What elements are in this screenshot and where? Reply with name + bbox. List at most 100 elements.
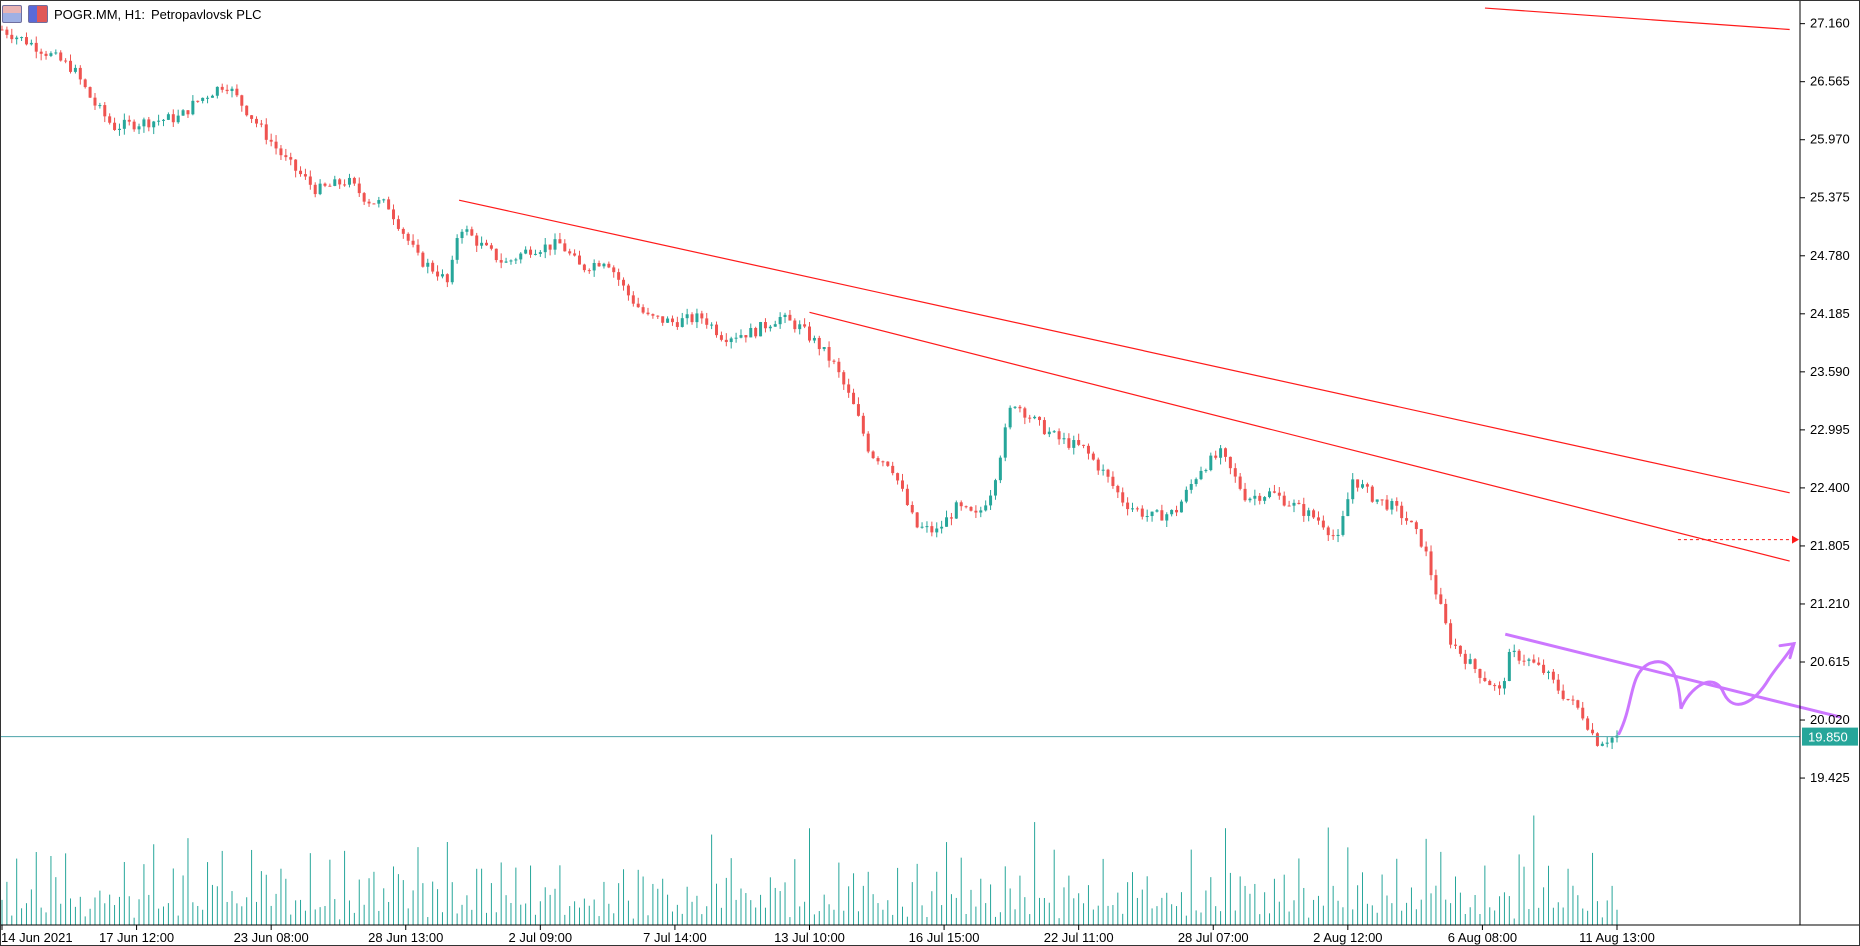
- candle-body: [24, 37, 28, 45]
- candle-body: [783, 314, 787, 318]
- candle-body: [563, 243, 567, 252]
- candle-body: [1111, 476, 1115, 486]
- candle-body: [392, 209, 396, 220]
- candle-body: [1008, 407, 1012, 428]
- candle-body: [416, 244, 420, 253]
- candle-body: [842, 372, 846, 385]
- candle-body: [993, 480, 997, 496]
- candle-body: [793, 320, 797, 330]
- candle-body: [744, 335, 748, 338]
- candle-body: [1385, 499, 1389, 510]
- candle-body: [1610, 737, 1614, 743]
- candle-body: [1047, 431, 1051, 435]
- color-scheme-icon[interactable]: [28, 5, 48, 23]
- candle-body: [1517, 650, 1521, 661]
- candle-body: [1209, 455, 1213, 471]
- candle-body: [573, 253, 577, 256]
- candle-body: [837, 361, 841, 373]
- candle-body: [83, 79, 87, 88]
- candle-body: [695, 313, 699, 323]
- candle-body: [157, 120, 161, 122]
- candle-body: [162, 119, 165, 121]
- candle-body: [445, 274, 449, 283]
- candle-body: [724, 339, 728, 343]
- candlestick-series: [0, 25, 1619, 750]
- candle-body: [788, 314, 792, 321]
- candle-body: [1375, 499, 1379, 502]
- price-tick-label: 21.805: [1810, 538, 1850, 553]
- candle-body: [1395, 501, 1399, 506]
- candle-body: [533, 253, 537, 255]
- candle-body: [582, 264, 586, 271]
- candle-body: [132, 121, 136, 130]
- candle-body: [998, 457, 1002, 481]
- price-tick-label: 19.425: [1810, 770, 1850, 785]
- candle-body: [69, 60, 73, 72]
- candle-body: [1233, 468, 1237, 477]
- descending-resistance-purple: [1504, 632, 1841, 719]
- candle-body: [1307, 510, 1311, 516]
- candle-body: [455, 238, 459, 260]
- candle-body: [460, 231, 464, 239]
- candle-body: [729, 338, 733, 343]
- time-tick-label: 6 Aug 08:00: [1448, 930, 1517, 945]
- candle-body: [1390, 501, 1394, 510]
- candle-body: [1184, 489, 1188, 502]
- candle-body: [147, 119, 151, 128]
- candle-body: [313, 184, 317, 195]
- hand-drawn-forecast: [1617, 641, 1797, 736]
- candle-body: [1537, 662, 1541, 665]
- forecast-arrow-head: [1778, 641, 1797, 660]
- chart-window-icon[interactable]: [2, 5, 22, 23]
- price-tick-label: 26.565: [1810, 74, 1850, 89]
- candle-body: [861, 415, 865, 434]
- candle-body: [529, 249, 533, 255]
- candle-body: [1600, 743, 1604, 746]
- candle-body: [930, 526, 934, 533]
- candle-body: [489, 245, 493, 249]
- candle-body: [1077, 440, 1081, 445]
- candle-body: [710, 324, 714, 326]
- candle-body: [1454, 644, 1457, 646]
- candle-body: [1302, 504, 1306, 516]
- candle-body: [235, 88, 239, 96]
- candle-body: [1057, 431, 1061, 440]
- candle-body: [103, 105, 107, 117]
- candle-body: [1316, 517, 1320, 521]
- time-tick-label: 11 Aug 13:00: [1579, 930, 1655, 945]
- candle-body: [925, 526, 929, 528]
- candle-body: [705, 318, 709, 325]
- candle-body: [891, 465, 895, 474]
- candle-body: [1101, 469, 1105, 471]
- candle-body: [1532, 659, 1536, 663]
- candle-body: [905, 488, 909, 505]
- candle-body: [289, 157, 293, 160]
- candle-body: [984, 505, 988, 511]
- candle-body: [651, 314, 655, 316]
- candle-body: [406, 233, 410, 241]
- candle-body: [1424, 546, 1428, 552]
- candle-body: [896, 473, 900, 481]
- candle-body: [1028, 417, 1032, 419]
- candle-body: [768, 326, 772, 329]
- candle-body: [254, 118, 258, 124]
- candle-body: [568, 251, 572, 254]
- candle-body: [1165, 514, 1169, 521]
- candle-body: [622, 279, 626, 286]
- candle-body: [1248, 498, 1252, 501]
- time-tick-label: 16 Jul 15:00: [909, 930, 980, 945]
- candle-body: [421, 252, 425, 267]
- candle-body: [553, 239, 557, 250]
- candle-body: [700, 313, 704, 319]
- candle-body: [1121, 492, 1125, 503]
- candle-body: [240, 95, 244, 106]
- candle-body: [387, 199, 391, 210]
- candle-body: [749, 327, 753, 338]
- candle-body: [1091, 453, 1095, 460]
- candle-body: [1033, 416, 1037, 419]
- candle-body: [617, 272, 621, 280]
- time-tick-label: 14 Jun 2021: [1, 930, 73, 945]
- candle-body: [602, 263, 606, 267]
- candle-body: [592, 263, 596, 271]
